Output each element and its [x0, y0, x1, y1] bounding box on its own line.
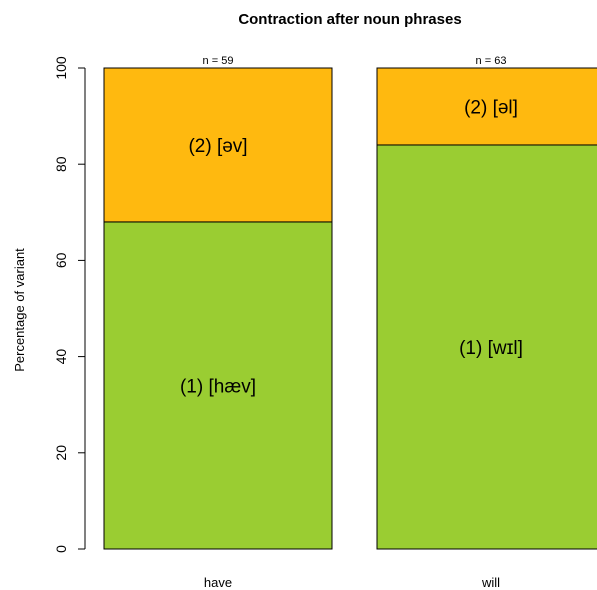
count-labels-layer: n = 59 n = 63 — [203, 55, 507, 67]
x-tick-label-have: have — [204, 575, 232, 590]
segment-labels-layer: (1) [hæv] (2) [əv] (1) [wɪl] (2) [əl] — [180, 97, 523, 397]
bar-segment-will-2 — [376, 67, 597, 146]
y-tick-label: 40 — [53, 349, 69, 365]
segment-label: (2) [əv] — [188, 136, 247, 157]
bar-segment-have-1 — [103, 221, 333, 550]
x-axis-labels: have will — [204, 575, 500, 590]
chart-title: Contraction after noun phrases — [238, 11, 461, 28]
y-tick-label: 0 — [53, 545, 69, 553]
y-tick-label: 80 — [53, 156, 69, 172]
y-axis: 0 20 40 60 80 100 — [53, 56, 86, 553]
y-tick-label: 60 — [53, 252, 69, 268]
bars-layer — [103, 67, 597, 550]
x-tick-label-will: will — [481, 575, 500, 590]
y-tick-label: 100 — [53, 56, 69, 80]
segment-label: (1) [hæv] — [180, 376, 256, 397]
segment-label: (2) [əl] — [464, 97, 518, 118]
segment-label: (1) [wɪl] — [459, 338, 523, 359]
bar-segment-have-2 — [103, 67, 333, 223]
y-tick-label: 20 — [53, 445, 69, 461]
count-label: n = 59 — [203, 55, 234, 67]
y-axis-title: Percentage of variant — [12, 248, 27, 372]
count-label: n = 63 — [476, 55, 507, 67]
bar-segment-will-1 — [376, 144, 597, 550]
